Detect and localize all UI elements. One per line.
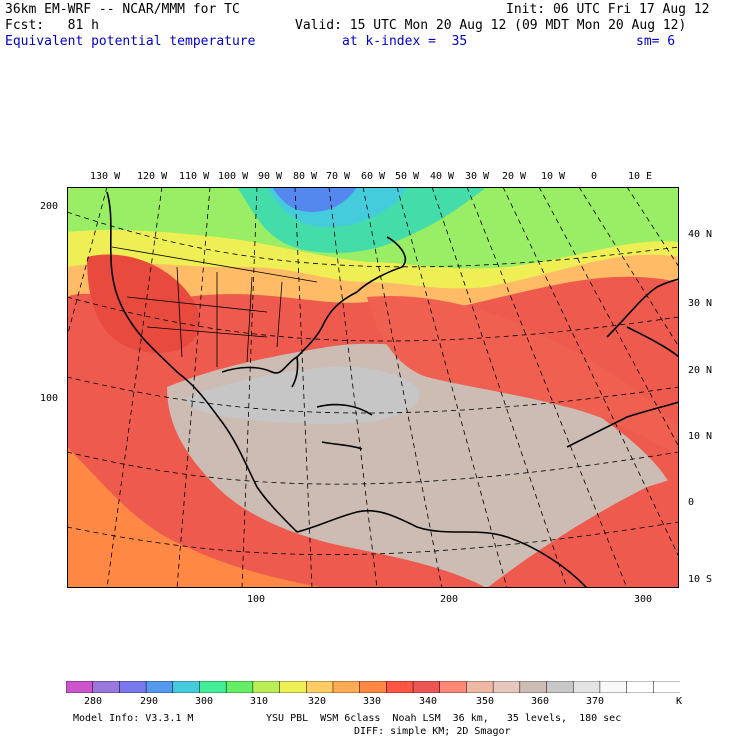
- atlantic-warm-belt: [367, 296, 679, 457]
- lon-label: 110 W: [179, 171, 210, 182]
- color-swatch: [172, 681, 201, 693]
- lon-label: 130 W: [90, 171, 121, 182]
- lon-label: 0: [591, 171, 598, 182]
- lat-label: 20 N: [688, 365, 713, 376]
- band-290: [272, 187, 357, 212]
- color-swatch: [386, 681, 414, 693]
- lon-label: 90 W: [258, 171, 283, 182]
- forecast-hour: Fcst: 81 h: [5, 18, 99, 33]
- scale-label: 360: [531, 696, 550, 707]
- scale-label: 280: [84, 696, 103, 707]
- color-swatch: [572, 681, 601, 693]
- color-swatch: [306, 681, 334, 693]
- scale-label: 300: [195, 696, 214, 707]
- color-swatch: [332, 681, 361, 693]
- se-band: [487, 477, 679, 588]
- diffusion-info: DIFF: simple KM; 2D Smagor: [354, 726, 511, 737]
- scale-label: 330: [363, 696, 382, 707]
- scale-label: 340: [419, 696, 438, 707]
- color-swatch: [546, 681, 574, 693]
- color-swatch: [439, 681, 467, 693]
- lon-label: 10 E: [628, 171, 653, 182]
- grid-y-label: 100: [40, 393, 59, 404]
- level-label: at k-index = 35: [342, 34, 468, 49]
- color-swatch: [252, 681, 281, 693]
- scale-unit: K: [676, 696, 683, 707]
- lon-label: 40 W: [430, 171, 455, 182]
- lat-label: 30 N: [688, 298, 713, 309]
- lat-label: 10 N: [688, 431, 713, 442]
- coastlines: [106, 191, 679, 588]
- color-swatch: [359, 681, 387, 693]
- lon-label: 120 W: [137, 171, 168, 182]
- color-swatch: [519, 681, 548, 693]
- map-frame: [67, 187, 679, 588]
- color-swatch: [466, 681, 494, 693]
- lon-label: 30 W: [465, 171, 490, 182]
- lat-label: 10 S: [688, 574, 713, 585]
- scale-label: 350: [476, 696, 495, 707]
- color-swatch: [145, 681, 174, 693]
- color-swatch: [66, 681, 94, 693]
- west-us-heat: [87, 254, 200, 353]
- grid-y-label: 200: [40, 201, 59, 212]
- lat-label: 40 N: [688, 229, 713, 240]
- political-boundaries: [111, 246, 318, 367]
- lon-label: 50 W: [395, 171, 420, 182]
- field-name: Equivalent potential temperature: [5, 34, 256, 49]
- scale-label: 320: [308, 696, 327, 707]
- scale-label: 290: [140, 696, 159, 707]
- lon-label: 20 W: [502, 171, 527, 182]
- theta-e-map: [67, 187, 679, 588]
- grid-x-label: 100: [247, 594, 266, 605]
- valid-time: Valid: 15 UTC Mon 20 Aug 12 (09 MDT Mon …: [295, 18, 687, 33]
- color-swatch: [492, 681, 521, 693]
- color-swatch: [119, 681, 147, 693]
- color-swatch: [199, 681, 227, 693]
- grid-x-label: 200: [440, 594, 459, 605]
- lat-label: 0: [688, 497, 695, 508]
- lon-label: 80 W: [293, 171, 318, 182]
- model-title: 36km EM-WRF -- NCAR/MMM for TC: [5, 2, 240, 17]
- color-swatch: [412, 681, 441, 693]
- color-swatch: [653, 681, 680, 693]
- color-swatch: [626, 681, 654, 693]
- physics-info: YSU PBL WSM 6class Noah LSM 36 km, 35 le…: [266, 713, 622, 724]
- color-swatch: [225, 681, 254, 693]
- model-info: Model Info: V3.3.1 M: [73, 713, 194, 724]
- grid-x-label: 300: [634, 594, 653, 605]
- scale-label: 370: [586, 696, 605, 707]
- color-swatch: [92, 681, 120, 693]
- color-swatch: [599, 681, 628, 693]
- lon-label: 100 W: [218, 171, 249, 182]
- scale-label: 310: [250, 696, 269, 707]
- lon-label: 70 W: [326, 171, 351, 182]
- smoothing-label: sm= 6: [636, 34, 676, 49]
- lon-label: 10 W: [541, 171, 566, 182]
- color-swatch: [279, 681, 307, 693]
- color-scale-bar: [66, 681, 680, 693]
- sw-band: [67, 447, 327, 588]
- lon-label: 60 W: [361, 171, 386, 182]
- init-time: Init: 06 UTC Fri 17 Aug 12: [506, 2, 710, 17]
